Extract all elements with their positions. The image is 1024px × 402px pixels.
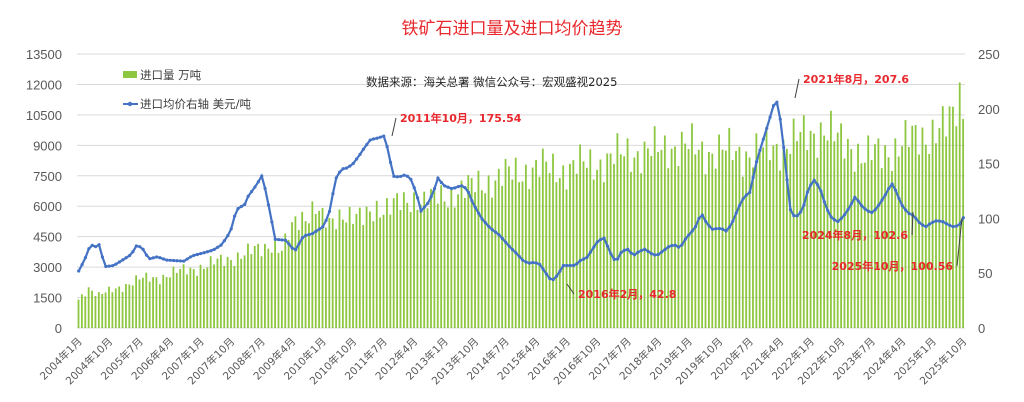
svg-text:3000: 3000 bbox=[33, 260, 62, 275]
svg-text:进口均价右轴 美元/吨: 进口均价右轴 美元/吨 bbox=[140, 97, 252, 111]
svg-text:7500: 7500 bbox=[33, 169, 62, 184]
svg-text:100: 100 bbox=[978, 211, 1000, 226]
annotations: 2011年10月，175.54 2016年2月，42.8 2021年8月，207.6… bbox=[391, 72, 963, 301]
svg-text:0: 0 bbox=[978, 321, 985, 336]
svg-text:12000: 12000 bbox=[26, 77, 62, 92]
svg-text:2021年8月，207.6: 2021年8月，207.6 bbox=[803, 72, 909, 86]
svg-text:2024年8月，102.6: 2024年8月，102.6 bbox=[802, 228, 908, 242]
svg-text:2025年10月，100.56: 2025年10月，100.56 bbox=[832, 259, 954, 273]
svg-text:13500: 13500 bbox=[26, 47, 62, 62]
svg-text:50: 50 bbox=[978, 266, 992, 281]
svg-text:10500: 10500 bbox=[26, 108, 62, 123]
svg-text:150: 150 bbox=[978, 157, 1000, 172]
right-axis-labels: 0 50 100 150 200 250 bbox=[978, 47, 1000, 336]
svg-text:进口量 万吨: 进口量 万吨 bbox=[140, 68, 202, 82]
chart-title: 铁矿石进口量及进口均价趋势 bbox=[401, 19, 623, 39]
svg-text:9000: 9000 bbox=[33, 138, 62, 153]
svg-text:4500: 4500 bbox=[33, 230, 62, 245]
svg-text:250: 250 bbox=[978, 47, 1000, 62]
svg-text:2016年2月，42.8: 2016年2月，42.8 bbox=[578, 287, 676, 301]
svg-text:0: 0 bbox=[55, 321, 62, 336]
price-line bbox=[77, 100, 965, 282]
svg-text:200: 200 bbox=[978, 102, 1000, 117]
svg-text:1500: 1500 bbox=[33, 291, 62, 306]
svg-text:6000: 6000 bbox=[33, 199, 62, 214]
volume-bars bbox=[77, 82, 964, 329]
left-axis-labels: 0 1500 3000 4500 6000 7500 9000 10500 12000 13500 bbox=[26, 47, 62, 336]
x-axis-labels: 2004年1月2004年10月2005年7月2006年4月2007年1月2007… bbox=[37, 335, 969, 387]
svg-text:2011年10月，175.54: 2011年10月，175.54 bbox=[400, 111, 522, 125]
source-note: 数据来源：海关总署 微信公众号：宏观盛视2025 bbox=[366, 75, 617, 89]
